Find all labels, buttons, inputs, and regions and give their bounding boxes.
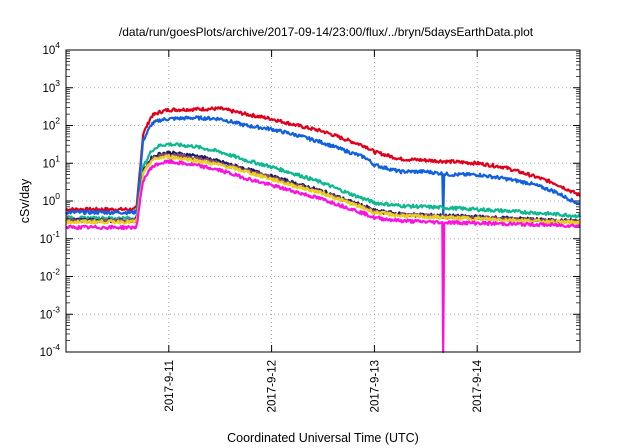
- y-tick-label: 103: [42, 78, 60, 95]
- y-tick-label: 10-2: [40, 267, 61, 284]
- series-line: [65, 106, 581, 212]
- series-line: [65, 142, 582, 221]
- series-line: [65, 159, 581, 354]
- series-line: [64, 154, 581, 225]
- y-axis-label: cSv/day: [18, 178, 32, 223]
- y-tick-labels: 10-4 10-3 10-2 10-1 100 101 102 103 104: [40, 40, 61, 359]
- x-tick-label: 2017-9-11: [164, 360, 176, 412]
- y-tick-label: 100: [42, 191, 60, 208]
- x-tick-label: 2017-9-12: [267, 360, 279, 412]
- x-tick-label: 2017-9-13: [369, 360, 381, 412]
- y-tick-label: 10-3: [40, 304, 61, 321]
- y-tick-label: 10-4: [40, 342, 61, 359]
- x-tick-labels: 2017-9-11 2017-9-12 2017-9-13 2017-9-14: [164, 359, 484, 412]
- y-tick-label: 10-1: [40, 229, 61, 246]
- x-tick-label: 2017-9-14: [472, 359, 484, 412]
- plot-frame: [65, 49, 581, 353]
- series-group: [64, 106, 582, 354]
- y-tick-label: 102: [42, 116, 60, 133]
- grid: [66, 49, 580, 353]
- y-tick-label: 101: [42, 153, 60, 170]
- x-axis-label: Coordinated Universal Time (UTC): [227, 431, 419, 445]
- chart-title: /data/run/goesPlots/archive/2017-09-14/2…: [119, 25, 534, 39]
- series-line: [65, 115, 581, 220]
- y-tick-label: 104: [42, 40, 60, 57]
